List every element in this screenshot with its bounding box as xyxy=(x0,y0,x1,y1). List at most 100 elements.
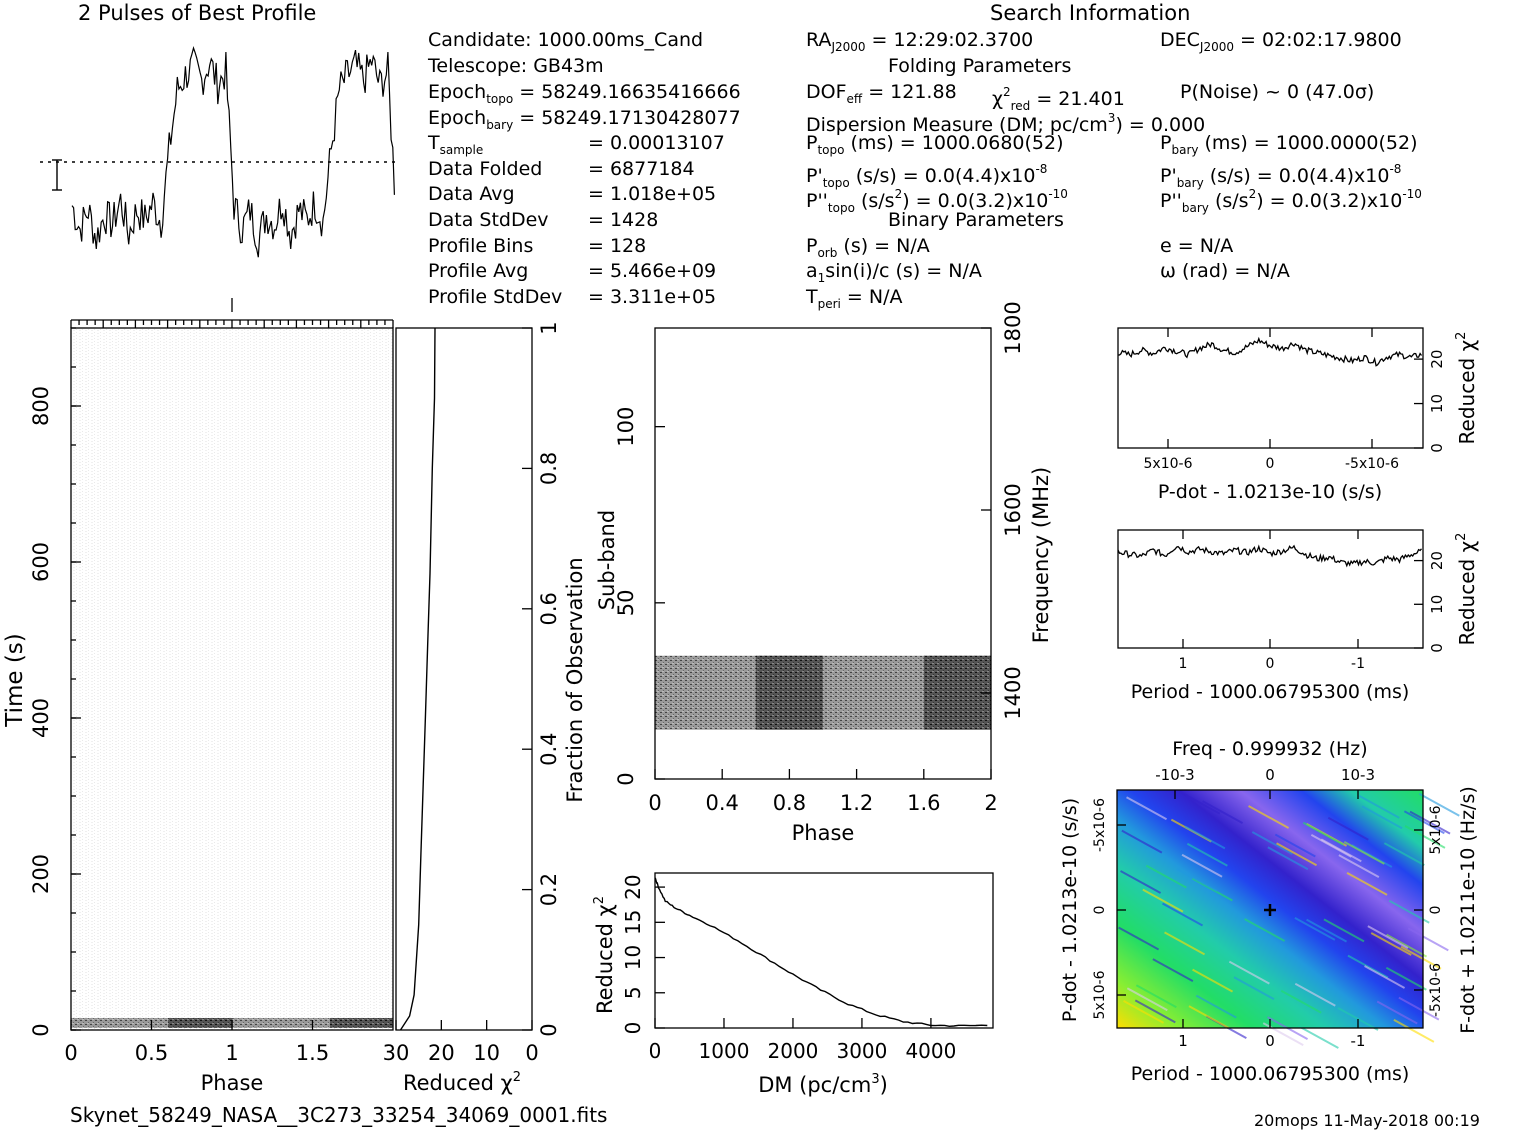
dec-value: = 02:02:17.9800 xyxy=(1233,29,1402,51)
pdbary-line: P'bary (s/s) = 0.0(4.4)x10-8 xyxy=(1160,158,1401,194)
pddtopo-value: (s/s xyxy=(854,190,895,212)
profile-line xyxy=(71,45,395,258)
period-chi2-frame xyxy=(1117,529,1424,649)
tperi-line: Tperi = N/A xyxy=(806,286,903,315)
chi2-value: = 21.401 xyxy=(1030,88,1125,110)
time-chi2-x-label: Reduced χ2 xyxy=(403,1070,521,1095)
dec-label: DEC xyxy=(1160,29,1200,51)
time-phase-pulse-1 xyxy=(168,1018,233,1028)
footer-filename: Skynet_58249_NASA__3C273_33254_34069_000… xyxy=(70,1103,608,1127)
time-chi2-x-tick-label: 20 xyxy=(428,1041,455,1065)
dm-chi2-y-tick-label: 10 xyxy=(621,945,645,970)
pdot-chi2-y-label: Reduced χ2 xyxy=(1454,332,1479,445)
profile-stddev-label: Profile StdDev xyxy=(428,286,563,308)
p-pdot-streak xyxy=(1280,989,1322,1014)
time-chi2-y-label: Fraction of Observation xyxy=(563,557,587,802)
data-avg-value: = 1.018e+05 xyxy=(588,183,717,205)
time-phase-pulse-2 xyxy=(330,1018,393,1028)
time-chi2-y-tick-label: 0.8 xyxy=(537,452,561,485)
time-phase-y-tick-label: 0 xyxy=(29,1023,53,1036)
p-pdot-streak xyxy=(1343,841,1385,865)
p-pdot-streak xyxy=(1323,918,1365,943)
dm-chi2-y-tick-label: 5 xyxy=(621,986,645,999)
ptopo-value: (ms) = 1000.0680(52) xyxy=(844,132,1064,154)
p-pdot-y2-label: F-dot + 1.0211e-10 (Hz/s) xyxy=(1457,786,1479,1034)
time-chi2-line xyxy=(399,327,436,1031)
p-pdot-streak xyxy=(1195,994,1237,1019)
period-chi2-y-tick-label: 0 xyxy=(1428,643,1446,653)
time-chi2-y-tick-label: 0 xyxy=(537,1023,561,1036)
p-pdot-streak xyxy=(1385,966,1427,991)
time-chi2-frame xyxy=(395,327,533,1031)
telescope-line: Telescope: GB43m xyxy=(428,55,604,77)
p-pdot-streak xyxy=(1367,925,1409,950)
period-chi2-y-label-sup: 2 xyxy=(1454,533,1469,541)
p-pdot-streak xyxy=(1121,829,1163,854)
p-pdot-streak xyxy=(1179,790,1221,815)
time-chi2-x-tick-label: 0 xyxy=(525,1041,538,1065)
pdot-chi2-x-label: P-dot - 1.0213e-10 (s/s) xyxy=(1158,481,1382,503)
p-pdot-y-tick-label: -5x10-6 xyxy=(1092,798,1108,852)
ra-sub: J2000 xyxy=(831,40,866,54)
dof-value: = 121.88 xyxy=(862,81,957,103)
subband-y-tick-label: 50 xyxy=(614,589,638,616)
profile-bins-label: Profile Bins xyxy=(428,235,534,257)
footer-stamp: 20mops 11-May-2018 00:19 xyxy=(1254,1111,1480,1130)
p-pdot-streak xyxy=(1164,931,1206,956)
epoch-topo-sub: topo xyxy=(486,92,514,106)
subband-frame xyxy=(654,327,992,780)
period-chi2-x-tick-label: 1 xyxy=(1179,656,1188,672)
p-pdot-streak xyxy=(1126,796,1168,821)
pddtopo-label: P'' xyxy=(806,190,828,212)
dm-chi2-x-tick-label: 0 xyxy=(649,1039,662,1063)
pbary-value: (ms) = 1000.0000(52) xyxy=(1198,132,1418,154)
subband-pulse-1 xyxy=(755,655,823,730)
p-pdot-streak xyxy=(1409,810,1451,835)
p-pdot-streak xyxy=(1358,794,1400,819)
subband-y2-tick-label: 1600 xyxy=(1001,483,1025,536)
p-pdot-streak xyxy=(1376,1000,1418,1025)
time-phase-x-label: Phase xyxy=(201,1071,264,1095)
pddtopo-sup: -10 xyxy=(1048,187,1068,201)
time-chi2-x-label-sup: 2 xyxy=(513,1070,521,1085)
p-pdot-x2-tick-label: 10-3 xyxy=(1341,766,1375,784)
p-pdot-streak xyxy=(1135,984,1177,1009)
chi2-label: χ xyxy=(992,88,1003,110)
p-pdot-streak xyxy=(1302,821,1344,846)
dm-chi2-x-label-sup: 3 xyxy=(871,1072,879,1087)
time-chi2-y-tick-label: 1 xyxy=(537,321,561,334)
pddtopo-sub: topo xyxy=(827,201,855,215)
p-pdot-streak xyxy=(1338,854,1380,878)
pdtopo-value: (s/s) = 0.0(4.4)x10 xyxy=(849,165,1036,187)
p-pdot-streak xyxy=(1418,792,1460,817)
p-pdot-x2-tick-label: -10-3 xyxy=(1155,766,1194,784)
p-pdot-y-tick-label: 5x10-6 xyxy=(1092,970,1108,1019)
p-pdot-streak xyxy=(1407,927,1449,952)
p-pdot-streak xyxy=(1192,968,1234,993)
pdbary-sup: -8 xyxy=(1389,162,1402,176)
pddbary-sup: -10 xyxy=(1402,187,1422,201)
chi2-sub: red xyxy=(1010,99,1031,113)
p-pdot-streak xyxy=(1364,965,1406,989)
pdbary-label: P' xyxy=(1160,165,1177,187)
time-phase-y-tick-label: 200 xyxy=(29,854,53,894)
dm-chi2-y-tick-label: 15 xyxy=(621,910,645,935)
dm-sup: 3 xyxy=(1107,111,1116,125)
pddbary-sub: bary xyxy=(1181,201,1209,215)
p-pdot-streak xyxy=(1120,870,1162,894)
pdot-chi2-y-label-sup: 2 xyxy=(1454,332,1469,340)
dm-value: ) = 0.000 xyxy=(1115,114,1206,136)
p-pdot-streak xyxy=(1248,805,1290,829)
time-phase-x-tick-label: 1 xyxy=(225,1041,238,1065)
pdot-chi2-x-tick-label: 0 xyxy=(1266,456,1275,472)
profile-avg-value: = 5.466e+09 xyxy=(588,260,717,282)
p-pdot-streak xyxy=(1126,987,1168,1012)
a1-line: a1sin(i)/c (s) = N/A xyxy=(806,260,982,289)
period-chi2-x-tick-label: 0 xyxy=(1266,656,1275,672)
data-folded-label: Data Folded xyxy=(428,158,543,180)
dm-chi2-frame xyxy=(654,872,994,1029)
p-pdot-streak xyxy=(1233,976,1275,1001)
tperi-label: T xyxy=(806,286,818,308)
p-pdot-streak xyxy=(1346,871,1388,896)
pddbary-mid: 2 xyxy=(1248,187,1257,201)
